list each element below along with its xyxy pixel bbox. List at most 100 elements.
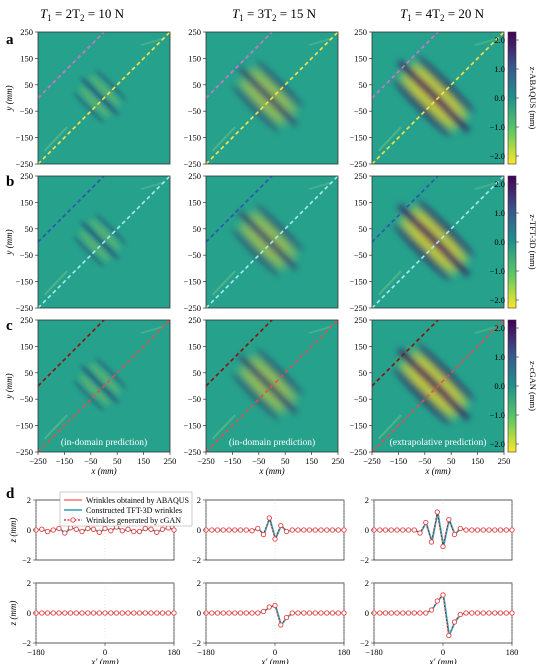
y-tick-label: 2 [197,578,201,588]
wrinkle-ridge [238,222,286,270]
cgan-point [44,528,51,535]
cgan-point [50,610,56,616]
y-tick-label: 0 [27,525,31,535]
line-plot-r2-c3: 2 0 −2−180 0 180 x' (mm) [360,578,518,664]
y-tick-label: 250 [20,171,33,181]
wrinkle-ridge [89,75,122,107]
y-tick-label: −50 [188,394,201,404]
colorbar-tick-label: −2.0 [490,151,505,161]
section-line-upper [372,32,439,99]
cgan-point [266,604,272,610]
corner-wrinkle [211,126,236,152]
cgan-point [39,526,45,532]
x-tick-label: 250 [164,456,177,466]
x-tick-label: −250 [363,456,381,466]
cgan-point [440,543,446,550]
cgan-point [428,539,435,545]
cgan-point [67,610,74,616]
line-plot-r1-c3: 2 0 −2 [360,495,515,565]
x-tick-label: −150 [224,456,242,466]
column-title-1: T1 = 2T2 = 10 N [40,6,125,23]
y-tick-label: −50 [188,250,201,260]
wrinkle-ridge [233,228,280,276]
wrinkle-ridges [394,56,474,137]
cgan-point [446,516,452,523]
corner-wrinkle [377,270,402,296]
x-tick-label: −50 [418,456,431,466]
y-tick-label: 150 [188,341,201,351]
cgan-point [154,610,160,616]
cgan-point [148,526,154,532]
wrinkle-ridge [410,350,468,408]
x-tick-label: 180 [168,647,181,657]
colorbar-tick-label: −2.0 [490,439,505,449]
legend-entry: Wrinkles obtained by ABAQUS [86,496,189,505]
y-tick-label: −250 [15,159,33,169]
cgan-point [377,610,383,616]
cgan-point [497,527,504,533]
y-tick-label: −150 [15,421,33,431]
corner-wrinkle [308,325,332,335]
y-tick-label: −150 [15,277,33,287]
section-line-lower [206,320,338,452]
x-tick-label: 0 [273,647,277,657]
wrinkle-ridge [95,213,127,245]
wrinkle-ridges [72,69,127,124]
colorbar-tick-label: 1.0 [494,64,505,74]
cgan-point [243,527,249,533]
y-tick-label: 150 [188,53,201,63]
cgan-point [411,610,417,616]
panel-letter-d: d [6,486,15,502]
y-tick-label: 50 [25,224,34,234]
cgan-point [469,527,475,533]
cgan-point [73,526,79,532]
cgan-point [85,610,91,616]
corner-wrinkle [140,37,164,47]
wrinkle-ridge [238,355,297,414]
colorbar-tick-label: 0.0 [494,237,505,247]
cgan-point [312,527,318,533]
panel-letter-b: b [6,174,14,190]
colorbar-tick-label: 0.0 [494,381,505,391]
cgan-point [266,515,272,521]
heatmap-frame [37,175,171,309]
cgan-point [411,527,417,533]
cgan-point [457,611,463,618]
cgan-point [324,527,330,533]
wrinkle-ridge [233,372,280,420]
cgan-point [289,610,295,616]
colorbars: 2.0 1.0 0.0 −1.0 −2.0 z-ABAQUS (mm) 2.0 1.0 0.0 −… [490,31,538,453]
heatmap-frame [205,31,339,165]
y-tick-label: −250 [349,447,367,457]
cgan-point [509,527,515,533]
cgan-point [125,610,131,616]
cgan-point [417,610,423,616]
cgan-point [295,610,301,616]
x-tick-label: −180 [365,647,383,657]
wrinkle-ridges [233,205,303,276]
cgan-point [260,608,267,615]
cgan-point [243,610,249,616]
y-axis-label: y (mm) [4,85,14,111]
y-tick-label: −150 [15,133,33,143]
wrinkle-ridge [89,219,122,251]
y-tick-label: 50 [359,80,368,90]
cgan-point [62,610,68,616]
corner-wrinkle [140,325,164,335]
wrinkle-ridge [255,205,303,253]
heatmap-r3-c3: 250 150 50 −50 −150 −250−250 −150 −50 50 150 250 x … [349,315,510,476]
section-line-lower [372,32,504,164]
colorbar-1: 2.0 1.0 0.0 −1.0 −2.0 z-ABAQUS (mm) [490,31,538,165]
panel-caption: (extrapolative prediction) [390,437,487,448]
y-axis-label: z (mm) [8,518,18,544]
y-axis-label: y (mm) [4,373,14,399]
wrinkle-ridge [238,211,297,270]
section-line-lower [38,32,170,164]
cgan-point [388,527,394,533]
cgan-point [50,527,56,533]
cgan-point [457,525,463,532]
x-tick-label: −150 [390,456,408,466]
x-tick-label: −180 [197,647,215,657]
section-line-upper [206,176,273,243]
section-line-upper [38,176,105,243]
